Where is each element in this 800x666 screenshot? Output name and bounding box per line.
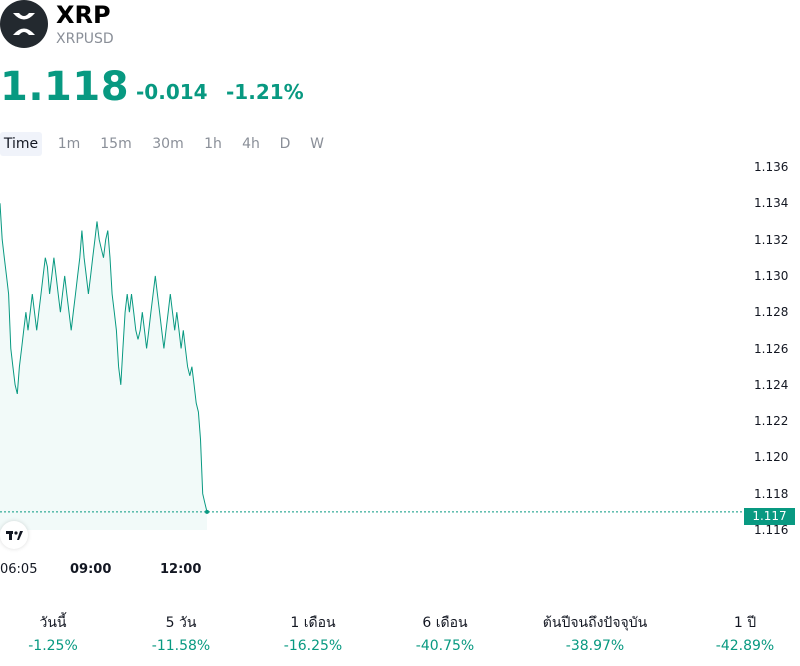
price-line [0,203,208,513]
tradingview-mark-icon [6,531,23,540]
price-tick-label: 1.134 [754,196,789,211]
perf-label: 1 เดือน [290,615,336,631]
tab-1h[interactable]: 1h [204,136,222,152]
perf-ytd[interactable]: ต้นปีจนถึงปัจจุบัน -38.97% [520,614,670,655]
price-tick-label: 1.136 [754,160,789,174]
price-chart[interactable] [0,160,800,580]
price-tick-label: 1.116 [754,523,789,537]
last-price-tag: 1.117 [744,508,795,525]
price-tick-label: 1.122 [754,414,789,429]
price-tick-label: 1.128 [754,305,789,320]
price-tick-label: 1.126 [754,341,789,356]
perf-label: 5 วัน [165,615,197,631]
price-tick-label: 1.120 [754,450,789,465]
time-label-start: 06:05 [0,562,38,577]
perf-value: -40.75% [415,638,475,654]
perf-label: 6 เดือน [422,615,468,631]
tab-w[interactable]: W [310,136,324,152]
perf-value: -16.25% [283,638,343,654]
current-price: 1.118 [0,64,130,110]
perf-1y[interactable]: 1 ปี -42.89% [700,614,790,655]
price-tick-label: 1.132 [754,232,789,247]
tab-d[interactable]: D [279,136,291,152]
price-change: -0.014 [136,80,208,104]
perf-label: วันนี้ [39,615,67,631]
perf-value: -1.25% [28,638,78,654]
perf-5d[interactable]: 5 วัน -11.58% [136,614,226,655]
perf-label: 1 ปี [733,615,757,631]
perf-label: ต้นปีจนถึงปัจจุบัน [542,615,648,631]
tab-30m[interactable]: 30m [152,136,184,152]
ticker-symbol: XRPUSD [56,31,114,47]
last-price-dot [205,509,209,514]
tab-15m[interactable]: 15m [100,136,132,152]
perf-value: -38.97% [565,638,625,654]
tab-time[interactable]: Time [0,132,42,156]
xrp-logo-icon [0,0,48,48]
time-label-1200: 12:00 [160,562,202,577]
price-change-percent: -1.21% [226,80,304,104]
perf-value: -11.58% [151,638,211,654]
price-area-fill [0,203,207,531]
symbol-name: XRP [56,1,111,29]
tab-1m[interactable]: 1m [57,136,81,152]
perf-value: -42.89% [715,638,775,654]
price-tick-label: 1.130 [754,268,789,283]
price-tick-label: 1.118 [754,486,789,501]
perf-1m[interactable]: 1 เดือน -16.25% [268,614,358,655]
price-tick-label: 1.124 [754,377,789,392]
tab-4h[interactable]: 4h [242,136,260,152]
tradingview-logo-icon[interactable] [0,521,28,549]
perf-6m[interactable]: 6 เดือน -40.75% [400,614,490,655]
time-label-0900: 09:00 [70,562,112,577]
perf-today[interactable]: วันนี้ -1.25% [8,614,98,655]
